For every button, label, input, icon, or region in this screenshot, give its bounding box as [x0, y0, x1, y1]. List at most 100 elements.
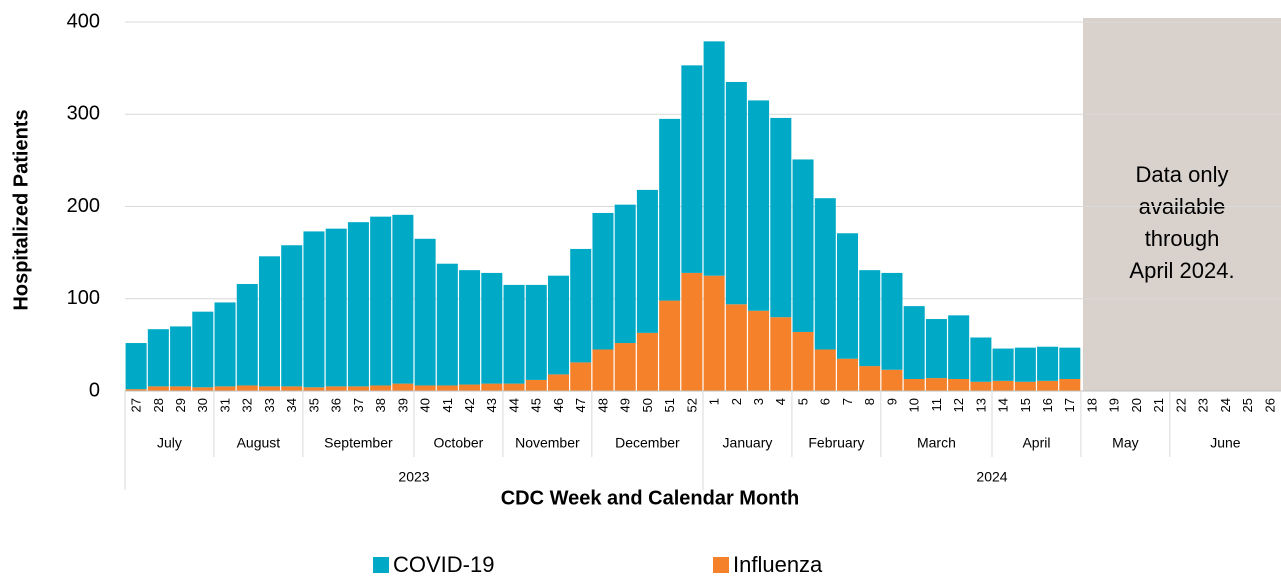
legend-swatch — [373, 557, 389, 573]
bar-segment — [214, 386, 236, 391]
bar-segment — [970, 337, 992, 382]
x-tick-label: 35 — [306, 398, 321, 412]
x-tick-label: 33 — [262, 398, 277, 412]
bar-segment — [370, 216, 392, 386]
x-tick-label: 2 — [729, 398, 744, 405]
x-tick-label: 31 — [217, 398, 232, 412]
x-tick-label: 18 — [1084, 398, 1099, 412]
bar-segment — [370, 385, 392, 391]
bar-segment — [948, 379, 970, 391]
x-axis-label: CDC Week and Calendar Month — [501, 487, 800, 509]
x-tick-label: 27 — [129, 398, 144, 412]
y-tick-label: 200 — [67, 195, 100, 217]
x-tick-label: 22 — [1173, 398, 1188, 412]
year-label: 2023 — [398, 469, 429, 485]
x-tick-label: 49 — [618, 398, 633, 412]
bar-segment — [258, 256, 281, 387]
bar-segment — [459, 270, 481, 385]
no-data-box — [1083, 18, 1281, 391]
bar-segment — [347, 386, 369, 391]
y-tick-label: 100 — [67, 287, 100, 309]
month-label: March — [917, 435, 956, 451]
month-label: May — [1112, 435, 1138, 451]
bar-segment — [1037, 380, 1059, 391]
x-tick-label: 47 — [573, 398, 588, 412]
bar-segment — [748, 100, 770, 311]
x-tick-label: 13 — [973, 398, 988, 412]
x-tick-label: 46 — [551, 398, 566, 412]
bar-segment — [525, 379, 547, 391]
x-tick-label: 21 — [1151, 398, 1166, 412]
legend-swatch — [713, 557, 729, 573]
bar-segment — [836, 358, 859, 391]
bar-segment — [659, 300, 681, 391]
month-label: June — [1210, 435, 1241, 451]
bar-segment — [303, 387, 325, 391]
bar-segment — [970, 381, 992, 391]
bar-segment — [1037, 346, 1059, 381]
y-tick-label: 300 — [67, 103, 100, 125]
month-label: February — [808, 435, 864, 451]
month-label: October — [434, 435, 484, 451]
bar-segment — [859, 366, 881, 391]
x-tick-label: 43 — [484, 398, 499, 412]
bar-segment — [281, 386, 303, 391]
y-tick-label: 400 — [67, 10, 100, 32]
legend-label: Influenza — [733, 552, 823, 577]
annotation-line: April 2024. — [1129, 258, 1234, 283]
x-tick-label: 10 — [907, 398, 922, 412]
bar-segment — [703, 275, 725, 391]
bar-segment — [881, 369, 903, 391]
bar-segment — [925, 319, 947, 379]
month-label: August — [237, 435, 281, 451]
bar-segment — [281, 245, 303, 387]
bar-segment — [125, 343, 147, 390]
bar-segment — [303, 231, 325, 388]
x-tick-label: 1 — [707, 398, 722, 405]
bar-segment — [347, 222, 369, 387]
bar-segment — [192, 311, 214, 388]
x-tick-label: 11 — [929, 398, 944, 412]
x-tick-label: 48 — [595, 398, 610, 412]
bar-segment — [1014, 347, 1036, 382]
bar-segment — [859, 270, 881, 367]
y-tick-label: 0 — [89, 379, 100, 401]
bar-segment — [614, 343, 636, 391]
bar-segment — [592, 212, 614, 350]
bar-segment — [503, 383, 525, 391]
x-tick-label: 44 — [506, 398, 521, 412]
bar-segment — [681, 272, 703, 391]
bar-segment — [325, 228, 347, 387]
bar-segment — [836, 233, 859, 359]
x-tick-label: 7 — [840, 398, 855, 405]
x-tick-label: 37 — [351, 398, 366, 412]
month-label: December — [615, 435, 680, 451]
bar-segment — [636, 189, 658, 333]
x-tick-label: 16 — [1040, 398, 1055, 412]
bar-segment — [503, 284, 525, 384]
month-label: April — [1022, 435, 1050, 451]
x-tick-label: 25 — [1240, 398, 1255, 412]
x-tick-label: 41 — [440, 398, 455, 412]
bar-segment — [125, 389, 147, 391]
bar-segment — [925, 378, 947, 391]
x-tick-label: 9 — [884, 398, 899, 405]
bar-segment — [948, 315, 970, 380]
bar-segment — [992, 348, 1014, 381]
bar-segment — [436, 385, 458, 391]
bar-segment — [414, 238, 436, 386]
bar-segment — [681, 65, 703, 273]
bar-segment — [636, 332, 658, 391]
x-tick-label: 40 — [418, 398, 433, 412]
bar-segment — [525, 284, 547, 380]
x-tick-label: 42 — [462, 398, 477, 412]
bar-segment — [170, 386, 192, 391]
x-tick-label: 38 — [373, 398, 388, 412]
x-tick-label: 14 — [996, 398, 1011, 412]
x-tick-label: 5 — [795, 398, 810, 405]
bar-segment — [592, 349, 614, 391]
x-tick-label: 32 — [240, 398, 255, 412]
x-tick-label: 15 — [1018, 398, 1033, 412]
